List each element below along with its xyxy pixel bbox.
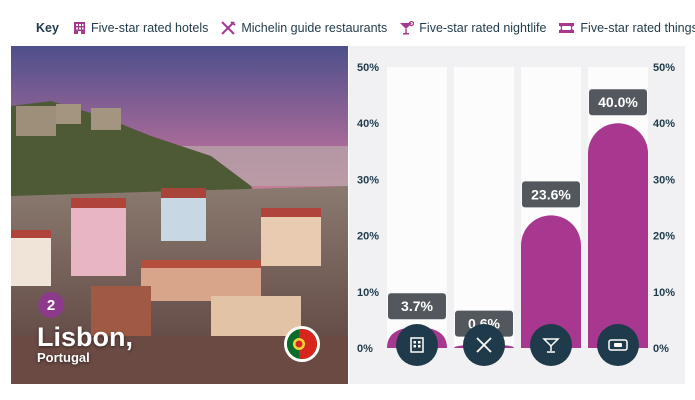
cocktail-icon [400,21,415,35]
y-tick-label-right: 0% [653,343,669,355]
y-tick-label-right: 20% [653,231,675,243]
value-label: 3.7% [401,298,433,314]
hotel-icon [410,337,424,353]
value-label-box [589,89,647,116]
key-label: Five-star rated hotels [90,21,209,35]
y-tick-label-right: 30% [653,174,675,186]
value-label-box [522,181,580,208]
key-item-nightlife: Five-star rated nightlife [399,21,546,35]
value-label: 23.6% [531,186,571,202]
value-label: 40.0% [598,94,638,110]
bar [588,123,648,348]
ticket-icon-inner [614,343,622,347]
y-tick-label-left: 10% [357,287,379,299]
portugal-flag-icon [284,326,320,362]
key-label: Five-star rated things to do [580,21,695,35]
y-tick-label-left: 20% [357,231,379,243]
bar-chart: 0% 0%10% 10%20% 20%30% 30%40% 40%50% 50%3.7%0.… [357,62,675,366]
y-tick-label-left: 30% [357,174,379,186]
hotel-icon-window [413,341,416,344]
chart-panel: 0% 0% 10% 10% 20% 20% 30% 30% 40% 40% 50% 50% 3.7% 0.… [349,46,685,384]
bar [521,215,581,348]
ticket-icon [559,23,575,33]
y-tick-label-left: 0% [357,343,373,355]
fork-knife-icon [221,21,236,35]
hotel-icon-window [418,341,421,344]
key-label: Michelin guide restaurants [241,21,388,35]
y-tick-label-left: 50% [357,62,379,74]
y-tick-label-right: 40% [653,118,675,130]
hotel-icon-window [418,345,421,348]
key-item-restaurants: Michelin guide restaurants [220,21,387,35]
hotel-icon [73,22,85,34]
key-title: Key [36,21,59,35]
city-photo: 2 Lisbon, Portugal [11,46,348,384]
key-item-hotels: Five-star rated hotels [73,21,208,35]
country-name: Portugal [37,350,90,365]
rank-badge: 2 [38,292,64,318]
category-icon-circle [396,324,438,366]
bar-track [454,67,514,348]
value-label-box [388,293,446,320]
fork-knife-icon-stroke [476,337,492,353]
y-tick-label-right: 50% [653,62,675,74]
key-item-things-to-do: Five-star rated things to do [558,21,695,35]
cocktail-icon [542,338,560,348]
hotel-icon-window [413,345,416,348]
key-label: Five-star rated nightlife [419,21,547,35]
chart-key: Key Five-star rated hotels Michelin guid… [36,19,695,37]
y-tick-label-right: 10% [653,287,675,299]
city-name: Lisbon, [37,322,133,352]
ticket-icon [608,339,628,351]
y-tick-label-left: 40% [357,118,379,130]
